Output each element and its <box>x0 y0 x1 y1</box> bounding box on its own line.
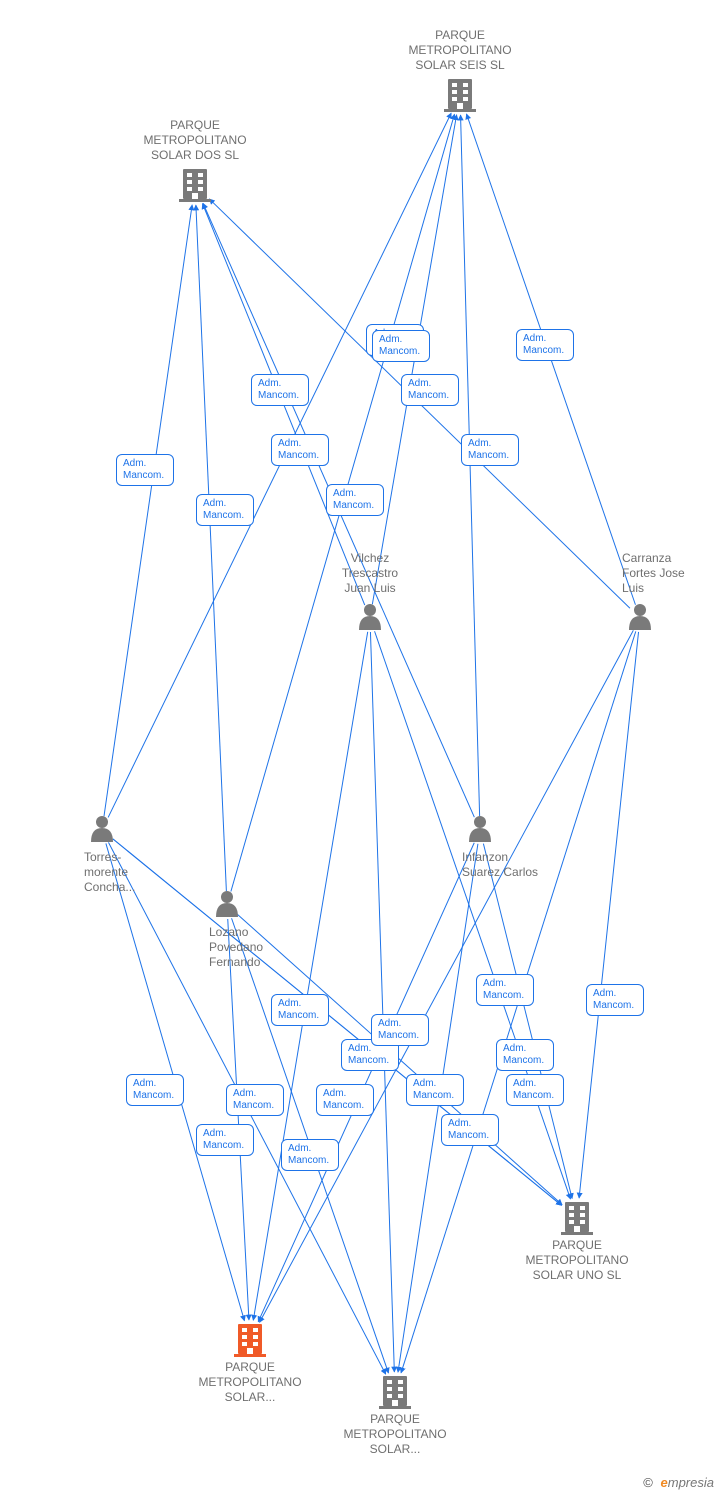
edge-label: Adm. Mancom. <box>251 374 309 406</box>
person-icon[interactable] <box>469 816 491 842</box>
edge-label: Adm. Mancom. <box>516 329 574 361</box>
brand-initial: e <box>661 1475 668 1490</box>
company-icon[interactable] <box>561 1202 593 1235</box>
edge-label: Adm. Mancom. <box>506 1074 564 1106</box>
person-icon[interactable] <box>91 816 113 842</box>
company-icon[interactable] <box>179 169 211 202</box>
node-label[interactable]: PARQUE METROPOLITANO SOLAR DOS SL <box>135 118 255 163</box>
edge-label: Adm. Mancom. <box>196 494 254 526</box>
company-icon[interactable] <box>234 1324 266 1357</box>
person-icon[interactable] <box>629 604 651 630</box>
brand-rest: mpresia <box>668 1475 714 1490</box>
edge-label: Adm. Mancom. <box>371 1014 429 1046</box>
edge-label: Adm. Mancom. <box>116 454 174 486</box>
node-label[interactable]: Carranza Fortes Jose Luis <box>622 551 702 596</box>
edge-label: Adm. Mancom. <box>496 1039 554 1071</box>
node-label[interactable]: Infanzon Suarez Carlos <box>462 850 542 880</box>
node-label[interactable]: PARQUE METROPOLITANO SOLAR... <box>190 1360 310 1405</box>
node-label[interactable]: PARQUE METROPOLITANO SOLAR... <box>335 1412 455 1457</box>
edge-label: Adm. Mancom. <box>316 1084 374 1116</box>
edge-label: Adm. Mancom. <box>271 994 329 1026</box>
person-icon[interactable] <box>216 891 238 917</box>
edge-label: Adm. Mancom. <box>326 484 384 516</box>
edge-label: Adm. Mancom. <box>226 1084 284 1116</box>
edge <box>104 205 192 816</box>
footer-attribution: © empresia <box>643 1475 714 1490</box>
edge <box>228 919 249 1320</box>
edge-label: Adm. Mancom. <box>372 330 430 362</box>
company-icon[interactable] <box>379 1376 411 1409</box>
edge <box>370 632 394 1372</box>
edge-label: Adm. Mancom. <box>401 374 459 406</box>
copyright-symbol: © <box>643 1475 653 1490</box>
edge-label: Adm. Mancom. <box>461 434 519 466</box>
edge-label: Adm. Mancom. <box>271 434 329 466</box>
company-icon[interactable] <box>444 79 476 112</box>
edge-label: Adm. Mancom. <box>196 1124 254 1156</box>
edge-label: Adm. Mancom. <box>281 1139 339 1171</box>
edge-label: Adm. Mancom. <box>406 1074 464 1106</box>
node-label[interactable]: Vilchez Trescastro Juan Luis <box>330 551 410 596</box>
edge-label: Adm. Mancom. <box>126 1074 184 1106</box>
node-label[interactable]: PARQUE METROPOLITANO SOLAR SEIS SL <box>400 28 520 73</box>
edge-label: Adm. Mancom. <box>441 1114 499 1146</box>
edge <box>196 205 226 891</box>
edge <box>483 844 572 1199</box>
edge-label: Adm. Mancom. <box>476 974 534 1006</box>
node-label[interactable]: Lozano Povedano Fernando <box>209 925 289 970</box>
node-label[interactable]: Torres-morente Concha... <box>84 850 164 895</box>
node-label[interactable]: PARQUE METROPOLITANO SOLAR UNO SL <box>517 1238 637 1283</box>
edge-label: Adm. Mancom. <box>586 984 644 1016</box>
person-icon[interactable] <box>359 604 381 630</box>
edge <box>253 632 367 1320</box>
